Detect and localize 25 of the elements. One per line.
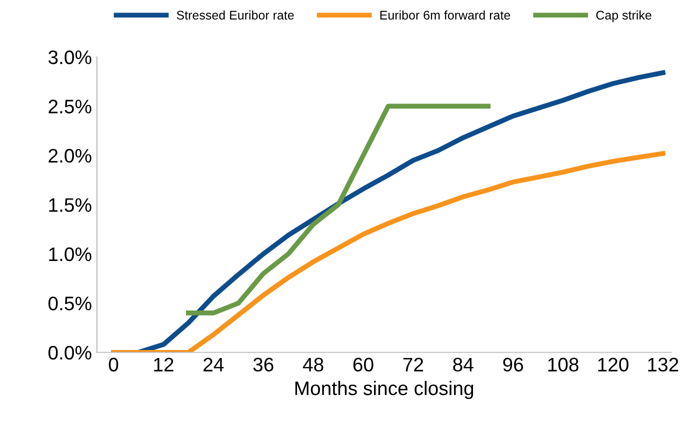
y-tick-label: 2.0% xyxy=(48,148,92,163)
x-tick-label: 60 xyxy=(353,358,374,372)
legend-label: Euribor 6m forward rate xyxy=(380,10,510,20)
x-axis-title: Months since closing xyxy=(295,380,474,400)
x-tick-label: 96 xyxy=(503,358,524,372)
y-tick-label: 1.5% xyxy=(49,198,92,212)
x-tick-label: 84 xyxy=(453,358,474,372)
y-tick-label: 2.5% xyxy=(48,100,92,114)
x-tick-label: 12 xyxy=(154,358,174,372)
x-tick-label: 72 xyxy=(403,358,424,372)
x-tick-label: 24 xyxy=(204,358,224,372)
y-tick-label: 0.0% xyxy=(48,346,92,360)
legend-label: Cap strike xyxy=(596,10,652,22)
x-tick-label: 36 xyxy=(253,358,274,372)
y-tick-label: 1.0% xyxy=(49,247,92,262)
legend-label: Stressed Euribor rate xyxy=(176,10,294,20)
x-tick-label: 120 xyxy=(598,358,628,372)
x-tick-label: 48 xyxy=(302,358,324,372)
x-tick-label: 108 xyxy=(548,358,578,372)
y-tick-label: 0.5% xyxy=(48,296,92,310)
line-series xyxy=(186,104,491,316)
y-tick-label: 3.0% xyxy=(48,50,92,64)
x-tick-label: 132 xyxy=(648,358,678,372)
x-tick-label: 0 xyxy=(108,358,118,372)
line-series xyxy=(111,151,666,352)
